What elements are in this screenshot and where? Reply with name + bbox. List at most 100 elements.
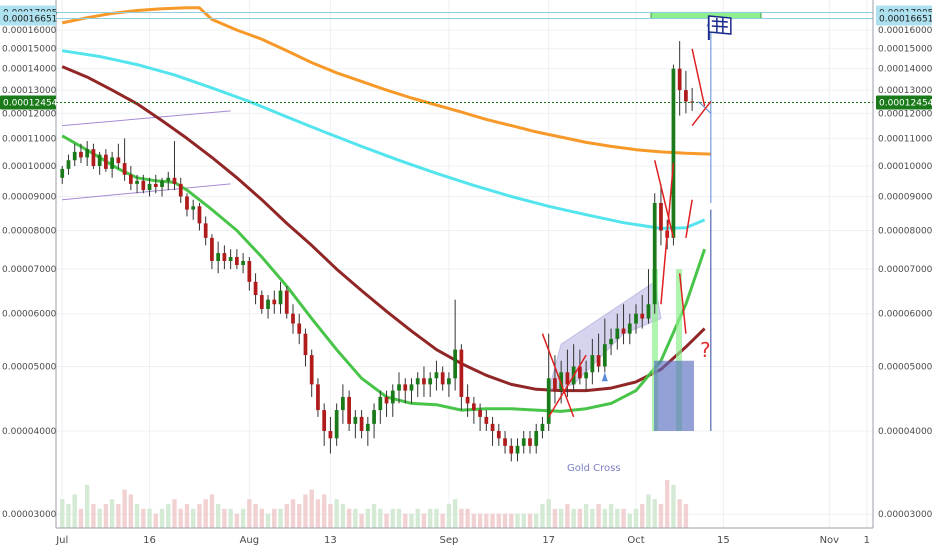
red-trendline [548, 354, 587, 418]
volume-bar [434, 508, 439, 528]
red-trendline [685, 199, 693, 238]
candle-body [160, 180, 164, 187]
candle-body [652, 202, 657, 305]
price-badge-right [876, 11, 932, 26]
candle-body [322, 410, 327, 431]
y-tick-label-left: 0.00011000 [2, 134, 57, 144]
flag-checker-pattern [711, 18, 728, 34]
volume-bar [515, 513, 520, 528]
candle-body [253, 281, 258, 296]
candle-body [228, 257, 233, 262]
candle-body [540, 423, 545, 431]
volume-profile-box [654, 360, 694, 431]
volume-bar [583, 504, 589, 528]
triangle-marker [601, 372, 608, 382]
red-trendline [691, 100, 712, 127]
volume-bar [571, 508, 576, 528]
volume-bar [122, 489, 127, 528]
y-tick-label-left: 0.00014000 [2, 65, 57, 75]
candle-body [627, 323, 632, 334]
x-tick-label: 1 [864, 535, 870, 546]
candle-body [546, 378, 551, 424]
candle-body [97, 154, 102, 166]
volume-bar [303, 494, 308, 528]
x-tick-label: Nov [820, 535, 840, 546]
y-tick-label-right: 0.00009000 [878, 192, 932, 202]
candle-body [153, 183, 158, 187]
volume-bar [384, 513, 389, 528]
candle-body [403, 384, 408, 391]
volume-bar [646, 494, 651, 528]
volume-bar [558, 508, 564, 528]
candlesticks[interactable] [60, 41, 695, 462]
volume-bar [203, 499, 208, 528]
candle-body [334, 410, 339, 439]
x-tick-label: Oct [627, 535, 644, 546]
candle-body [390, 390, 395, 404]
x-tick-label: 15 [717, 535, 730, 546]
x-tick-label: Aug [240, 535, 260, 546]
volume-bar [159, 508, 165, 528]
y-tick-label-right: 0.00011000 [878, 134, 932, 144]
volume-bar [91, 504, 96, 528]
candle-body [359, 416, 364, 431]
candle-body [66, 160, 71, 169]
candle-body [303, 333, 308, 356]
candle-body [490, 423, 495, 431]
candle-body [534, 430, 539, 446]
gold-cross-label: Gold Cross [567, 463, 621, 474]
volume-bar [166, 504, 171, 528]
candle-body [91, 149, 96, 166]
volume-bar [640, 504, 645, 528]
y-tick-label-right: 0.00016000 [878, 26, 932, 36]
volume-bar [546, 499, 551, 528]
candle-body [609, 338, 613, 345]
price-badge-left-text: 0.00016651 [3, 15, 57, 25]
moving-average-line [61, 6, 711, 156]
y-tick-label-left: 0.00012000 [2, 109, 57, 119]
volume-bar [215, 504, 221, 528]
volume-bar [652, 499, 657, 528]
candle-body [615, 328, 620, 339]
volume-bar [359, 513, 364, 528]
volume-bar [658, 504, 664, 528]
candle-body [72, 151, 77, 161]
candle-body [234, 257, 239, 266]
volume-bar [340, 504, 346, 528]
candle-body [634, 313, 638, 324]
volume-bar [147, 508, 152, 528]
candle-body [172, 177, 177, 184]
candle-body [640, 313, 645, 319]
y-tick-label-left: 0.00015000 [2, 45, 57, 55]
volume-bar [484, 513, 489, 528]
volume-bar [253, 504, 258, 528]
y-tick-label-left: 0.00008000 [2, 227, 57, 237]
y-tick-label-right: 0.00005000 [878, 362, 932, 372]
candle-body [147, 183, 152, 191]
candle-body [565, 372, 570, 385]
candle-body [509, 445, 514, 454]
volume-bar [334, 499, 339, 528]
candle-body [365, 423, 370, 431]
candle-body [503, 438, 507, 446]
candle-body [621, 328, 626, 334]
x-tick-label: 13 [324, 535, 337, 546]
volume-bar [596, 504, 601, 528]
volume-bar [222, 508, 227, 528]
price-badge-left-text: 0.00012454 [3, 99, 58, 109]
projection-small-arrow [698, 101, 712, 114]
candle-body [278, 290, 283, 305]
volume-bar [540, 504, 545, 528]
y-tick-label-right: 0.00010000 [878, 162, 932, 172]
candle-body [528, 438, 532, 446]
volume-bar [78, 508, 84, 528]
volume-bar [527, 513, 533, 528]
volume-bar [346, 508, 352, 528]
volume-bar [633, 508, 639, 528]
x-tick-label: 16 [143, 535, 156, 546]
volume-bar [85, 484, 90, 528]
candle-body [241, 261, 245, 266]
